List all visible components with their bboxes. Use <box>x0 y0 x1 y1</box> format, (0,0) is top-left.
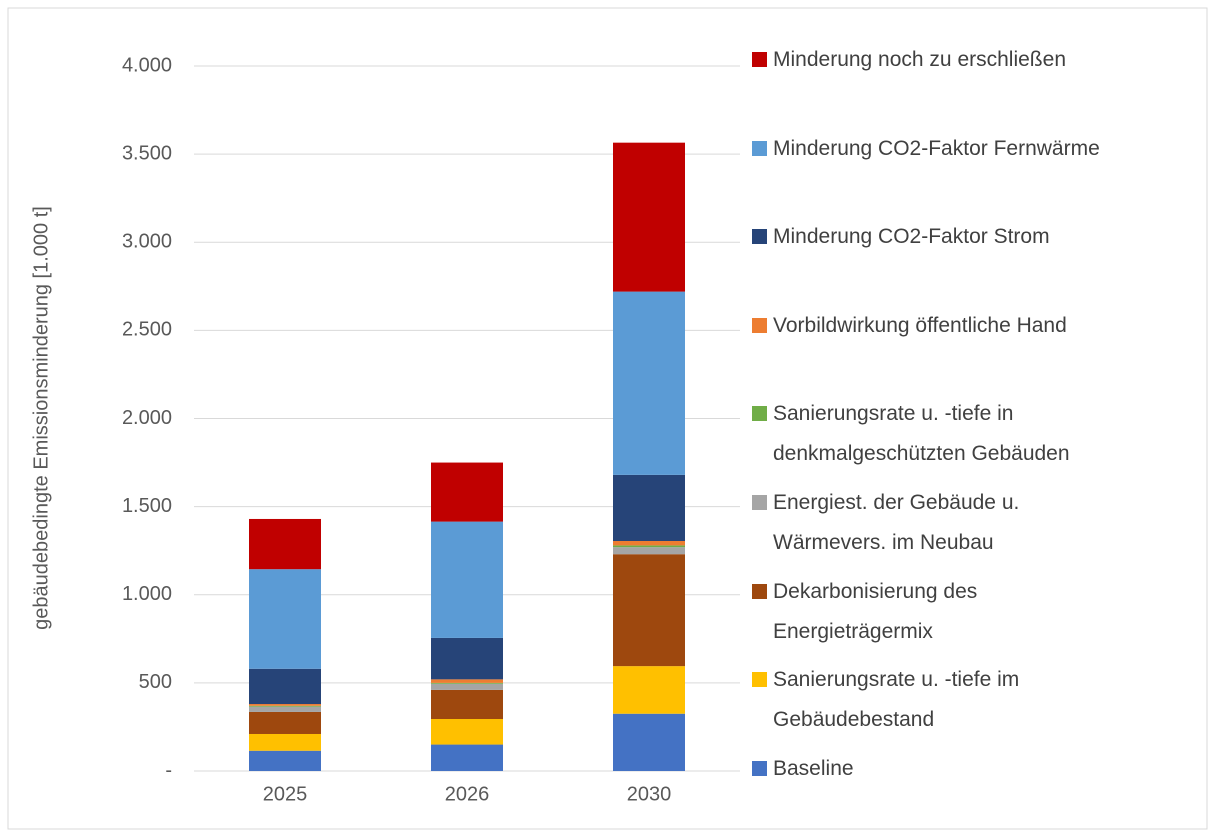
legend-swatch <box>752 406 767 422</box>
legend-label: Minderung CO2-Faktor Strom <box>773 225 1050 249</box>
legend-label: Dekarbonisierung des Energieträgermix <box>773 579 978 643</box>
bar-segment <box>431 689 503 720</box>
bar-segment <box>249 750 321 771</box>
bar-segment <box>249 518 321 570</box>
x-tick-label: 2025 <box>263 783 308 805</box>
bar-segment <box>431 637 503 680</box>
legend-label: Minderung noch zu erschließen <box>773 48 1066 71</box>
bar-segment <box>249 704 321 706</box>
legend-swatch <box>752 495 767 510</box>
y-tick-label: 500 <box>139 671 172 693</box>
legend-label: Vorbildwirkung öffentliche Hand <box>773 313 1067 337</box>
bar-segment <box>613 540 685 546</box>
bar-segment <box>249 569 321 669</box>
frame <box>7 7 1208 830</box>
legend-item: Baseline <box>752 749 1202 789</box>
legend-swatch <box>752 52 767 67</box>
y-tick-label: 2.500 <box>122 319 172 341</box>
bar-segment <box>431 744 503 771</box>
bar-segment <box>249 711 321 734</box>
bar-segment <box>613 474 685 541</box>
legend-item: Dekarbonisierung des Energieträgermix <box>752 572 1202 652</box>
legend-item: Minderung CO2-Faktor Fernwärme <box>752 129 1202 169</box>
legend-item: Sanierungsrate u. -tiefe im Gebäudebesta… <box>752 660 1202 740</box>
bar-segment <box>431 521 503 638</box>
legend-swatch <box>752 672 767 688</box>
bar-segment <box>613 545 685 548</box>
bar-segment <box>431 462 503 522</box>
legend-item: Minderung noch zu erschließen <box>752 40 1202 80</box>
legend-swatch <box>752 140 767 156</box>
legend-swatch <box>752 317 767 333</box>
bar-segment <box>249 668 321 705</box>
bar-segment <box>613 554 685 667</box>
bar-segment <box>431 683 503 690</box>
bar-segment <box>613 713 685 771</box>
legend-item: Vorbildwirkung öffentliche Hand <box>752 306 1202 346</box>
legend-swatch <box>752 583 767 599</box>
bar-segment <box>613 291 685 475</box>
legend-item: Sanierungsrate u. -tiefe in denkmalgesch… <box>752 394 1202 474</box>
y-tick-label: 2.000 <box>122 407 172 429</box>
bar-segment <box>613 142 685 292</box>
legend-label: Energiest. der Gebäude u. Wärmevers. im … <box>773 491 1020 554</box>
legend-item: Minderung CO2-Faktor Strom <box>752 217 1202 257</box>
bar-segment <box>431 719 503 745</box>
y-tick-label: - <box>165 759 172 781</box>
y-tick-label: 1.500 <box>122 495 172 517</box>
x-tick-label: 2030 <box>627 783 672 805</box>
x-tick-label: 2026 <box>445 783 490 805</box>
legend-label: Sanierungsrate u. -tiefe in denkmalgesch… <box>773 402 1070 466</box>
y-axis-label: gebäudebedingte Emissionsminderung [1.00… <box>30 206 52 630</box>
bar-segment <box>249 733 321 751</box>
bar-segment <box>249 706 321 712</box>
legend-item: Energiest. der Gebäude u. Wärmevers. im … <box>752 483 1202 563</box>
bar-segment <box>613 666 685 714</box>
y-tick-label: 4.000 <box>122 54 172 76</box>
bar-segment <box>431 679 503 683</box>
legend-label: Baseline <box>773 756 854 780</box>
bar-segment <box>613 547 685 555</box>
y-tick-label: 3.500 <box>122 142 172 164</box>
y-tick-label: 3.000 <box>122 231 172 253</box>
legend-swatch <box>752 229 767 245</box>
legend-swatch <box>752 760 767 776</box>
legend-label: Sanierungsrate u. -tiefe im Gebäudebesta… <box>773 668 1020 732</box>
legend-label: Minderung CO2-Faktor Fernwärme <box>773 136 1100 160</box>
bar-segment <box>431 682 503 684</box>
y-tick-label: 1.000 <box>122 583 172 605</box>
bar-segment <box>249 705 321 707</box>
